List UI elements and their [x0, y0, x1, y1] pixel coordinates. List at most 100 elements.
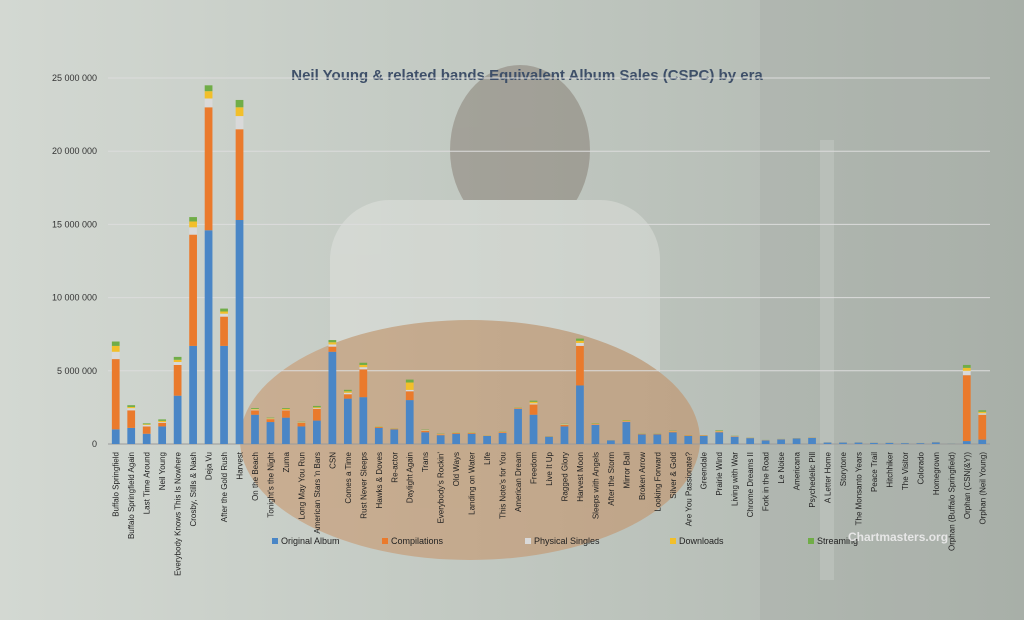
legend-label: Original Album: [281, 536, 340, 546]
bar-segment: [189, 221, 197, 228]
bar-segment: [405, 400, 414, 444]
legend-swatch: [272, 538, 278, 544]
x-tick-label: Tonight's the Night: [266, 451, 275, 517]
x-tick-label: Prairie Wind: [715, 452, 724, 496]
bar-segment: [266, 417, 275, 419]
legend-label: Physical Singles: [534, 536, 600, 546]
x-tick-label: Peace Trail: [870, 452, 879, 492]
grid: [108, 77, 990, 445]
y-axis: 0 5 000 000 10 000 000 15 000 000 20 000 000…: [52, 73, 97, 449]
x-tick-label: The Monsanto Years: [854, 452, 863, 525]
bar-segment: [962, 364, 971, 368]
bar-segment: [127, 427, 136, 444]
bar-segment: [158, 422, 167, 427]
x-tick-label: Are You Passionate?: [684, 451, 693, 526]
x-tick-label: After the Storm: [607, 452, 616, 506]
bar-segment: [777, 439, 785, 444]
bar-segment: [839, 442, 847, 444]
bar-segment: [390, 429, 399, 444]
bar-segment: [158, 426, 167, 444]
bar-segment: [452, 433, 461, 444]
x-tick-label: Psychedelic Pill: [808, 452, 817, 508]
bar-segment: [111, 345, 120, 352]
x-tick-label: Harvest Moon: [576, 452, 585, 502]
legend-label: Compilations: [391, 536, 444, 546]
x-tick-label: Buffalo Springfield: [112, 452, 121, 517]
bar-segment: [483, 435, 491, 444]
bar-segment: [142, 424, 151, 427]
bar-segment: [158, 420, 167, 423]
bar-segment: [576, 385, 584, 444]
bar-segment: [220, 345, 228, 444]
y-tick-label: 20 000 000: [52, 146, 97, 156]
x-tick-label: The Visitor: [901, 452, 910, 490]
bar-segment: [127, 405, 136, 407]
bar-segment: [560, 424, 569, 427]
bar-segment: [622, 421, 631, 423]
x-tick-label: Storytone: [839, 451, 848, 486]
x-tick-label: Greendale: [700, 451, 709, 489]
x-tick-label: Silver & Gold: [669, 452, 678, 499]
bar-segment: [359, 362, 368, 365]
bar-segment: [343, 391, 352, 393]
bar-segment: [576, 345, 584, 386]
bar-segment: [854, 442, 863, 444]
bar-segment: [235, 116, 244, 130]
bar-segment: [962, 441, 971, 444]
bar-segment: [545, 436, 553, 444]
x-tick-label: Ragged Glory: [560, 452, 569, 501]
x-tick-label: American Dream: [514, 452, 523, 512]
x-tick-label: Hitchhiker: [885, 452, 894, 488]
bar-segment: [962, 375, 971, 442]
bar-segment: [313, 407, 321, 409]
y-tick-label: 0: [92, 439, 97, 449]
bar-segment: [591, 424, 600, 444]
bar-segment: [328, 340, 337, 343]
x-tick-label: Rust Never Sleeps: [359, 452, 368, 519]
x-tick-label: Everybody's Rockin': [437, 452, 446, 524]
bar-segment: [189, 234, 197, 346]
bar-segment: [173, 359, 182, 363]
x-tick-label: Hawks & Doves: [375, 452, 384, 508]
bar-segment: [560, 426, 569, 444]
bar-segment: [421, 430, 430, 433]
bar-segment: [715, 432, 724, 444]
bar-segment: [668, 431, 677, 433]
bar-segment: [343, 394, 352, 399]
bar-segment: [684, 435, 693, 444]
watermark: Chartmasters.org: [848, 530, 948, 544]
bar-segment: [328, 346, 337, 352]
legend-label: Streaming: [817, 536, 858, 546]
bar-segment: [111, 341, 120, 346]
legend-swatch: [808, 538, 814, 544]
bar-segment: [297, 422, 306, 427]
bar-segment: [251, 410, 259, 415]
bar-segment: [498, 433, 507, 444]
bar-segment: [251, 409, 259, 411]
x-tick-label: Orphan (Buffalo Springfield): [947, 452, 956, 551]
x-tick-label: Long May You Run: [297, 452, 306, 520]
bar-segment: [111, 359, 120, 430]
bar-segment: [235, 99, 244, 108]
bar-segment: [251, 414, 259, 444]
x-tick-label: Everybody Knows This Is Nowhere: [174, 451, 183, 575]
bar-segment: [266, 419, 275, 423]
bars: [111, 85, 987, 444]
bar-segment: [576, 338, 584, 341]
x-tick-label: Comes a Time: [344, 451, 353, 503]
bar-segment: [931, 442, 940, 444]
bar-segment: [220, 311, 228, 314]
bar-segment: [715, 431, 724, 433]
x-tick-label: Le Noise: [777, 451, 786, 483]
x-tick-label: Chrome Dreams II: [746, 452, 755, 517]
bar-segment: [359, 364, 368, 368]
bar-segment: [699, 435, 708, 444]
background-photo: [240, 0, 1024, 620]
bar-segment: [328, 344, 337, 347]
bar-segment: [514, 408, 522, 409]
x-tick-label: Zuma: [282, 451, 291, 472]
bar-segment: [343, 389, 352, 392]
bar-segment: [204, 91, 213, 99]
